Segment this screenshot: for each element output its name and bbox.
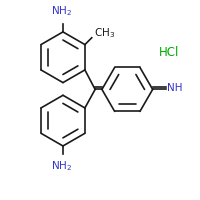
Text: CH$_3$: CH$_3$ [94,26,115,40]
Text: NH$_2$: NH$_2$ [51,4,73,18]
Text: NH$_2$: NH$_2$ [51,160,73,173]
Text: HCl: HCl [158,46,179,59]
Text: NH: NH [167,83,183,93]
